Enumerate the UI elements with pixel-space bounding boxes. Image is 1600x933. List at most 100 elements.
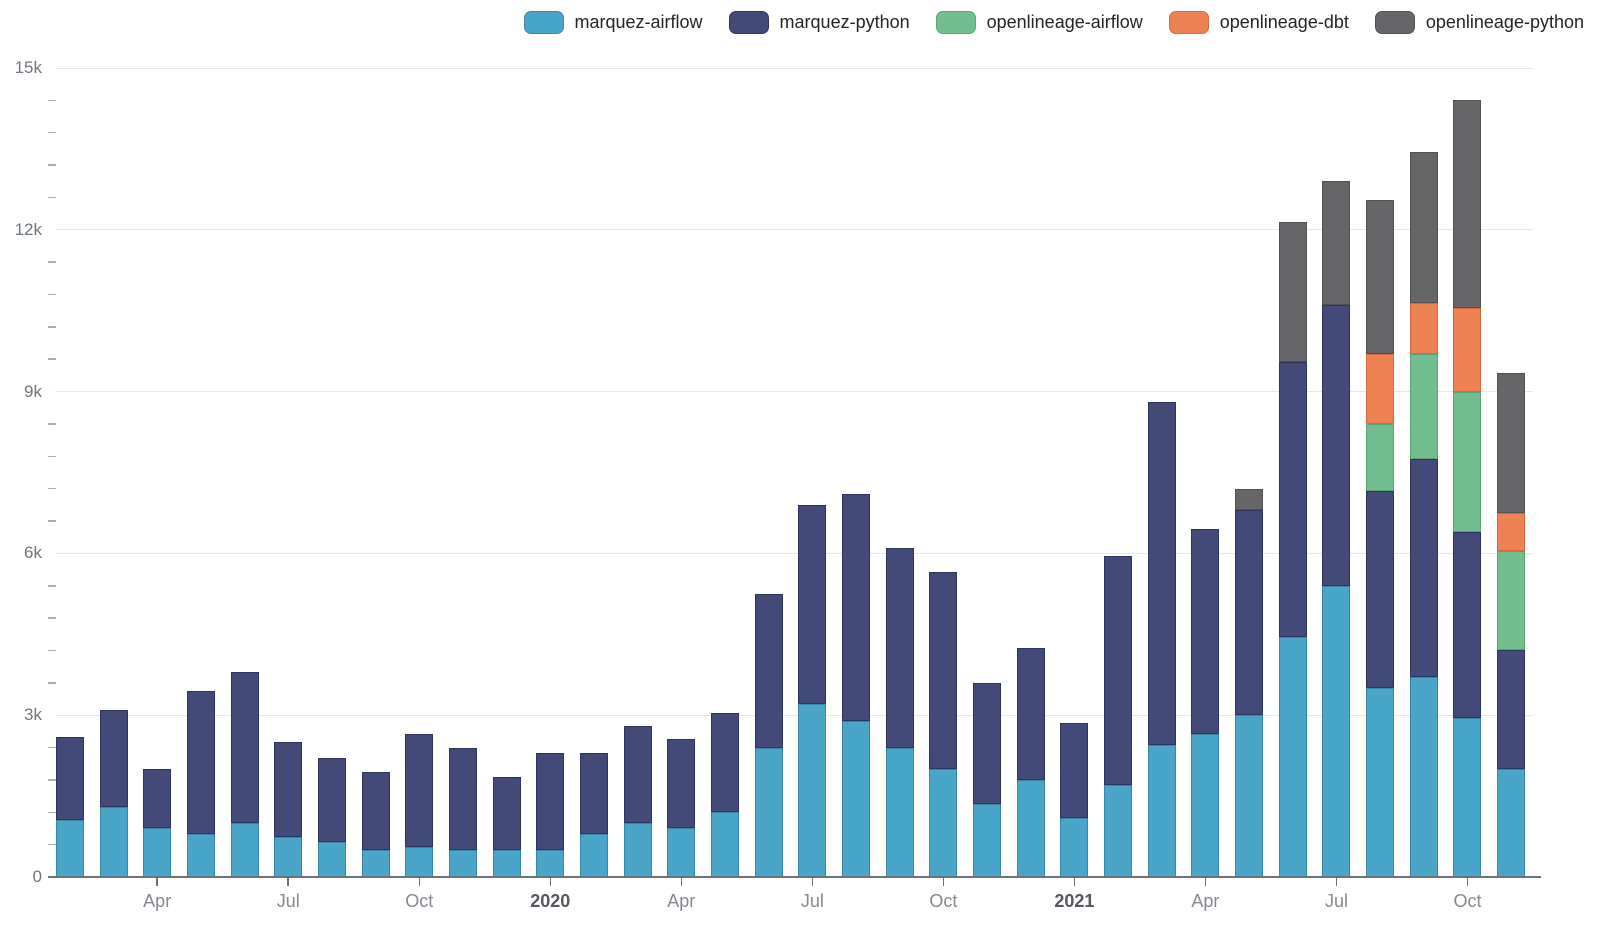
bar-segment-marquez-airflow[interactable] [754,747,783,877]
bar-segment-openlineage-dbt[interactable] [1453,308,1482,392]
bar-segment-marquez-airflow[interactable] [710,812,739,877]
bar-segment-marquez-python[interactable] [99,709,128,807]
x-axis-tick [1466,878,1469,886]
bar-segment-marquez-airflow[interactable] [317,841,346,877]
bar-segment-openlineage-airflow[interactable] [1453,391,1482,532]
bar-segment-marquez-python[interactable] [1147,402,1176,745]
bar-segment-marquez-python[interactable] [1191,529,1220,735]
bar-segment-marquez-airflow[interactable] [1278,636,1307,877]
legend-swatch-icon [728,11,769,34]
bar-segment-marquez-airflow[interactable] [929,769,958,877]
bar-segment-marquez-python[interactable] [405,734,434,848]
legend-item-openlineage-dbt[interactable]: openlineage-dbt [1168,11,1349,34]
x-axis-tick [418,878,420,886]
bar-segment-openlineage-python[interactable] [1366,200,1395,354]
bar-segment-marquez-python[interactable] [492,777,521,851]
bar-segment-marquez-python[interactable] [1060,723,1089,818]
bar-segment-openlineage-dbt[interactable] [1497,512,1526,551]
legend-item-openlineage-airflow[interactable]: openlineage-airflow [935,11,1143,34]
bar-segment-marquez-airflow[interactable] [1497,769,1526,877]
bar-segment-openlineage-python[interactable] [1497,372,1526,513]
x-axis-tick [1204,878,1207,886]
bar-segment-openlineage-python[interactable] [1278,221,1307,362]
bar-segment-marquez-airflow[interactable] [1366,688,1395,877]
bar-segment-marquez-python[interactable] [710,712,739,813]
legend-item-marquez-airflow[interactable]: marquez-airflow [523,11,703,34]
x-axis-label-2021: 2021 [1054,891,1095,911]
bar-segment-marquez-python[interactable] [1322,305,1351,586]
gridline-3000 [55,714,1533,716]
bar-segment-marquez-python[interactable] [230,672,259,824]
bar-segment-marquez-airflow[interactable] [1322,585,1351,877]
bar-segment-marquez-airflow[interactable] [361,850,390,877]
bar-segment-marquez-airflow[interactable] [1409,677,1438,877]
bar-segment-openlineage-airflow[interactable] [1366,423,1395,492]
bar-segment-marquez-airflow[interactable] [1191,734,1220,877]
bar-segment-marquez-python[interactable] [623,725,652,824]
x-axis-label-oct: Oct [929,891,958,911]
bar-segment-openlineage-dbt[interactable] [1366,353,1395,424]
bar-segment-marquez-python[interactable] [973,682,1002,805]
bar-segment-marquez-python[interactable] [929,572,958,770]
bar-segment-marquez-python[interactable] [842,494,870,721]
bar-segment-marquez-python[interactable] [885,548,914,748]
legend-item-openlineage-python[interactable]: openlineage-python [1374,11,1584,34]
bar-segment-openlineage-airflow[interactable] [1409,353,1438,459]
bar-segment-marquez-airflow[interactable] [536,850,565,877]
bar-segment-marquez-airflow[interactable] [1016,779,1045,877]
bar-segment-marquez-python[interactable] [1104,556,1133,786]
bar-segment-marquez-airflow[interactable] [492,850,521,877]
bar-segment-marquez-airflow[interactable] [1147,744,1176,877]
legend-item-marquez-python[interactable]: marquez-python [728,11,910,34]
bar-segment-marquez-python[interactable] [1453,531,1482,718]
bar-segment-marquez-airflow[interactable] [186,833,215,877]
bar-segment-marquez-python[interactable] [448,747,477,851]
bar-segment-marquez-airflow[interactable] [973,804,1002,877]
bar-segment-marquez-python[interactable] [579,752,608,834]
bar-segment-marquez-airflow[interactable] [842,720,870,877]
y-minor-tick [48,326,56,328]
bar-segment-marquez-python[interactable] [1409,459,1438,678]
bar-segment-marquez-python[interactable] [536,752,565,851]
bar-segment-marquez-python[interactable] [1235,510,1264,716]
bar-segment-marquez-python[interactable] [274,742,303,837]
bar-segment-marquez-airflow[interactable] [1453,717,1482,877]
bar-segment-marquez-python[interactable] [1278,361,1307,637]
bar-segment-openlineage-dbt[interactable] [1409,302,1438,354]
bar-segment-marquez-python[interactable] [1016,647,1045,780]
bar-segment-marquez-airflow[interactable] [798,704,827,877]
y-minor-tick [48,520,56,522]
bar-segment-marquez-python[interactable] [667,739,696,829]
bar-segment-marquez-airflow[interactable] [230,823,259,877]
bar-segment-marquez-airflow[interactable] [274,836,303,877]
bar-segment-openlineage-python[interactable] [1322,181,1351,306]
bar-segment-marquez-airflow[interactable] [1104,785,1133,877]
bar-segment-openlineage-python[interactable] [1235,488,1264,511]
bar-segment-marquez-python[interactable] [143,769,172,829]
bar-segment-marquez-airflow[interactable] [885,747,914,877]
bar-segment-marquez-airflow[interactable] [143,828,172,877]
bar-segment-marquez-airflow[interactable] [579,833,608,877]
bar-segment-marquez-airflow[interactable] [1235,715,1264,877]
bar-segment-marquez-airflow[interactable] [99,806,128,877]
bar-segment-marquez-python[interactable] [1366,491,1395,689]
bar-segment-openlineage-python[interactable] [1409,151,1438,303]
bar-segment-marquez-airflow[interactable] [667,828,696,877]
y-minor-tick [48,811,56,814]
bar-segment-openlineage-airflow[interactable] [1497,550,1526,651]
bar-segment-openlineage-python[interactable] [1453,100,1482,308]
bar-segment-marquez-airflow[interactable] [448,850,477,877]
y-minor-tick [48,746,56,749]
bar-segment-marquez-python[interactable] [55,736,84,821]
bar-segment-marquez-airflow[interactable] [55,820,84,877]
bar-segment-marquez-python[interactable] [798,504,827,705]
bar-segment-marquez-python[interactable] [317,758,346,842]
bar-segment-marquez-python[interactable] [361,771,390,851]
bar-segment-marquez-airflow[interactable] [623,823,652,877]
bar-segment-marquez-python[interactable] [1497,650,1526,770]
bar-segment-marquez-python[interactable] [754,593,783,748]
bar-segment-marquez-airflow[interactable] [405,847,434,877]
bar-segment-marquez-python[interactable] [186,690,215,834]
x-axis-tick [1073,878,1076,886]
bar-segment-marquez-airflow[interactable] [1060,817,1089,877]
